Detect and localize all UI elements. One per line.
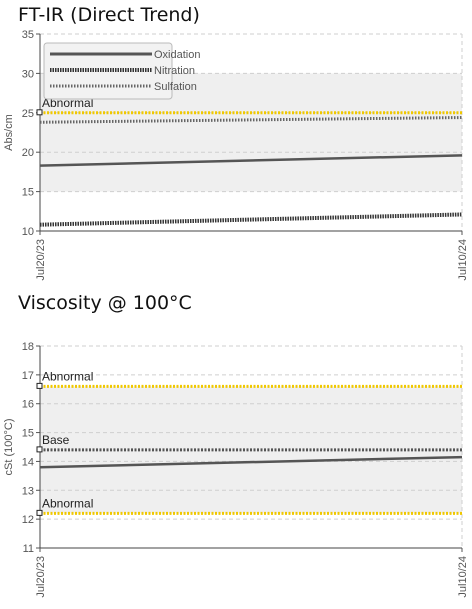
x-tick-label: Jul10/24 [457, 556, 469, 598]
y-tick-label: 25 [22, 108, 34, 120]
y-tick-label: 11 [23, 543, 34, 555]
y-tick-label: 15 [22, 428, 34, 440]
x-tick-label: Jul20/23 [35, 556, 47, 598]
y-tick-label: 15 [22, 187, 34, 199]
reference-marker [36, 446, 43, 453]
y-tick-label: 20 [22, 147, 34, 159]
x-tick-label: Jul10/24 [457, 239, 469, 281]
nitration-series-line [39, 212, 463, 227]
oxidation-series-line [39, 154, 463, 167]
y-axis-label: Abs/cm [3, 114, 15, 151]
y-tick-label: 10 [22, 226, 34, 238]
viscosity-chart-title: Viscosity @ 100°C [18, 292, 192, 314]
y-axis-label: cSt (100°C) [3, 419, 15, 476]
reference-marker [36, 382, 43, 389]
abnormal-reference-label: Abnormal [42, 369, 93, 383]
sulfation-series-line [39, 116, 463, 124]
y-tick-label: 14 [22, 456, 34, 468]
y-tick-label: 16 [22, 399, 34, 411]
y-tick-label: 12 [22, 514, 34, 526]
y-tick-label: 30 [22, 68, 34, 80]
y-tick-label: 18 [22, 341, 34, 353]
reference-marker [36, 509, 43, 516]
ftir-chart-title: FT-IR (Direct Trend) [18, 4, 200, 26]
y-tick-label: 35 [22, 29, 34, 41]
series-series-line [39, 455, 463, 469]
viscosity-chart: 11 12 13 14 15 16 17 18 cSt (100°C) Jul20/23 Jul10… [3, 341, 469, 598]
legend-label: Nitration [154, 65, 195, 77]
abnormal-reference-label: Abnormal [42, 496, 93, 510]
base-reference-label: Base [42, 433, 70, 447]
legend-label: Oxidation [154, 49, 200, 61]
y-tick-label: 17 [22, 370, 34, 382]
y-tick-label: 13 [22, 485, 34, 497]
legend-label: Sulfation [154, 81, 197, 93]
reference-marker [36, 109, 43, 116]
x-tick-label: Jul20/23 [35, 239, 47, 281]
